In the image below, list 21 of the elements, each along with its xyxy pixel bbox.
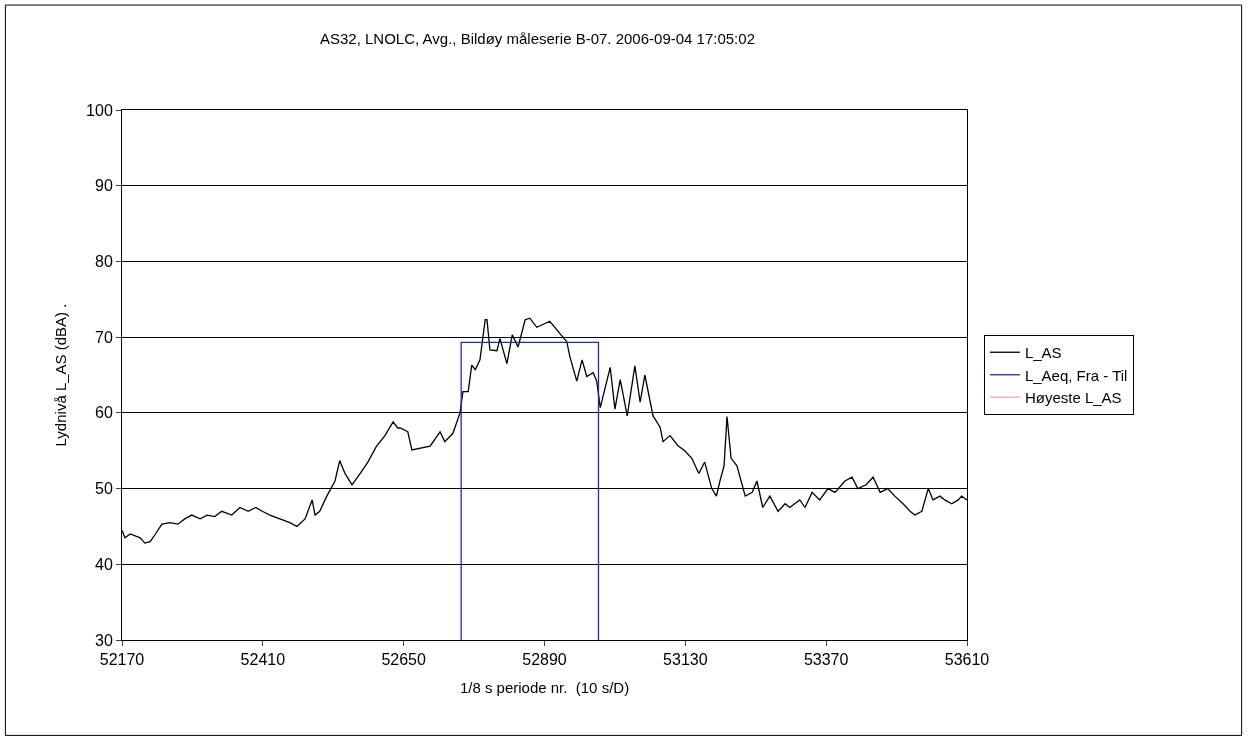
x-tick-label: 52170 <box>99 651 145 669</box>
y-tick-label: 50 <box>95 480 113 498</box>
y-tick-label: 70 <box>95 328 113 346</box>
y-tick-label: 90 <box>95 177 113 195</box>
y-tick-label: 60 <box>95 404 113 422</box>
x-tick-label: 53130 <box>663 651 708 669</box>
y-tick-label: 40 <box>95 555 113 573</box>
x-tick-label: 52890 <box>522 651 567 669</box>
chart-title: AS32, LNOLC, Avg., Bildøy måleserie B-07. 2006-09-04 17:05:02 <box>320 29 755 47</box>
x-tick-label: 52410 <box>240 651 286 669</box>
legend-label: Høyeste L_AS <box>1024 389 1122 407</box>
x-tick-label: 53370 <box>803 651 849 669</box>
x-axis-title: 1/8 s periode nr. (10 s/D) <box>459 679 630 697</box>
y-tick-label: 100 <box>86 101 113 119</box>
x-tick-label: 53610 <box>944 651 990 669</box>
y-axis-title: Lydnivå L_AS (dBA) . <box>52 303 70 447</box>
legend-label: L_Aeq, Fra - Til <box>1024 366 1128 384</box>
x-tick-label: 52650 <box>381 651 427 669</box>
y-tick-label: 30 <box>95 631 113 649</box>
legend-label: L_AS <box>1024 344 1062 362</box>
y-tick-label: 80 <box>95 253 113 271</box>
